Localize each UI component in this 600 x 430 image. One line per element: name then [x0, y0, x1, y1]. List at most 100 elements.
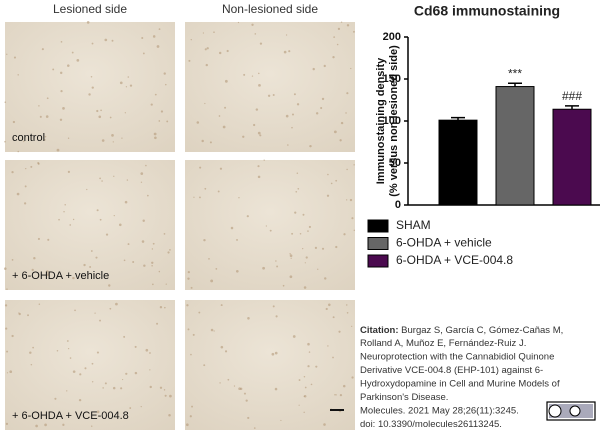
- cell-speck: [346, 92, 349, 95]
- cell-speck: [123, 259, 126, 262]
- cell-speck: [125, 372, 128, 375]
- cell-speck: [299, 232, 302, 235]
- cell-speck: [6, 288, 8, 290]
- cell-speck: [337, 27, 341, 31]
- cell-speck: [89, 266, 92, 268]
- cell-speck: [283, 50, 287, 54]
- row-label: + 6-OHDA + vehicle: [12, 270, 109, 282]
- cell-speck: [346, 168, 348, 171]
- cell-speck: [298, 404, 300, 406]
- cell-speck: [269, 229, 272, 232]
- cell-speck: [308, 351, 311, 353]
- cell-speck: [63, 211, 65, 213]
- cell-speck: [285, 34, 288, 36]
- cell-speck: [30, 363, 33, 366]
- cell-speck: [302, 213, 305, 216]
- cell-speck: [5, 327, 8, 330]
- cell-speck: [336, 43, 339, 46]
- cell-speck: [257, 175, 261, 179]
- cell-speck: [124, 112, 126, 114]
- cell-speck: [150, 103, 153, 106]
- cell-speck: [101, 180, 103, 182]
- cell-speck: [227, 378, 230, 381]
- cell-speck: [291, 113, 295, 116]
- cell-speck: [44, 423, 47, 427]
- cell-speck: [289, 253, 291, 255]
- cell-speck: [230, 226, 234, 230]
- cell-speck: [91, 86, 94, 89]
- cell-speck: [332, 56, 335, 59]
- cell-speck: [159, 306, 163, 309]
- cell-speck: [94, 312, 96, 314]
- cell-speck: [213, 31, 215, 33]
- y-axis-label: Immunostaining density: [375, 57, 387, 184]
- cell-speck: [113, 175, 115, 177]
- cell-speck: [67, 137, 70, 139]
- cell-speck: [287, 144, 289, 146]
- y-tick-label: 150: [383, 73, 401, 85]
- cell-speck: [242, 135, 245, 138]
- micrograph: [5, 160, 175, 290]
- cell-speck: [198, 311, 201, 314]
- cell-speck: [5, 422, 9, 425]
- cell-speck: [91, 42, 94, 45]
- cell-speck: [343, 233, 346, 236]
- significance-label: ***: [508, 66, 522, 80]
- row-label: control: [12, 132, 45, 144]
- cell-speck: [323, 64, 326, 68]
- cell-speck: [78, 398, 82, 402]
- cell-speck: [340, 121, 344, 125]
- cell-speck: [11, 259, 14, 261]
- cell-speck: [201, 139, 204, 143]
- cell-speck: [149, 352, 151, 354]
- cell-speck: [168, 413, 171, 417]
- y-tick-label: 200: [383, 31, 401, 43]
- cell-speck: [303, 395, 307, 398]
- cell-speck: [112, 141, 114, 143]
- cell-speck: [4, 101, 7, 103]
- citation-line: Neuroprotection with the Cannabidiol Qui…: [360, 352, 554, 363]
- cell-speck: [339, 394, 343, 397]
- cell-speck: [17, 74, 19, 76]
- cell-speck: [140, 181, 143, 183]
- citation-line: Hydroxydopamine in Cell and Murine Model…: [360, 379, 560, 390]
- cell-speck: [243, 392, 246, 395]
- cell-speck: [186, 304, 189, 307]
- cell-speck: [35, 424, 38, 428]
- cell-speck: [165, 83, 167, 86]
- cell-speck: [167, 251, 170, 254]
- cell-speck: [134, 345, 137, 348]
- cell-speck: [158, 28, 161, 31]
- cell-speck: [320, 106, 323, 110]
- cell-speck: [38, 105, 40, 107]
- cell-speck: [238, 197, 240, 199]
- cell-speck: [282, 284, 285, 287]
- cell-speck: [190, 353, 192, 356]
- cell-speck: [100, 109, 102, 112]
- cell-speck: [296, 172, 299, 175]
- cell-speck: [275, 260, 277, 262]
- cell-speck: [303, 411, 305, 414]
- cell-speck: [91, 362, 94, 365]
- cell-speck: [204, 102, 206, 105]
- cell-speck: [31, 268, 34, 272]
- cell-speck: [156, 45, 160, 48]
- cell-speck: [125, 86, 128, 88]
- cell-speck: [353, 30, 355, 33]
- cell-speck: [340, 21, 343, 23]
- cell-speck: [86, 21, 90, 24]
- cell-speck: [291, 232, 294, 235]
- cell-speck: [296, 103, 300, 106]
- cell-speck: [204, 187, 207, 190]
- cell-speck: [124, 200, 128, 204]
- cell-speck: [205, 63, 208, 67]
- cell-speck: [164, 394, 167, 397]
- cell-speck: [334, 393, 336, 396]
- error-bar: [508, 82, 522, 87]
- cell-speck: [302, 247, 304, 250]
- cell-speck: [4, 140, 6, 143]
- cell-speck: [203, 238, 206, 242]
- cell-speck: [274, 387, 278, 391]
- cell-speck: [164, 306, 166, 309]
- cell-speck: [291, 126, 293, 129]
